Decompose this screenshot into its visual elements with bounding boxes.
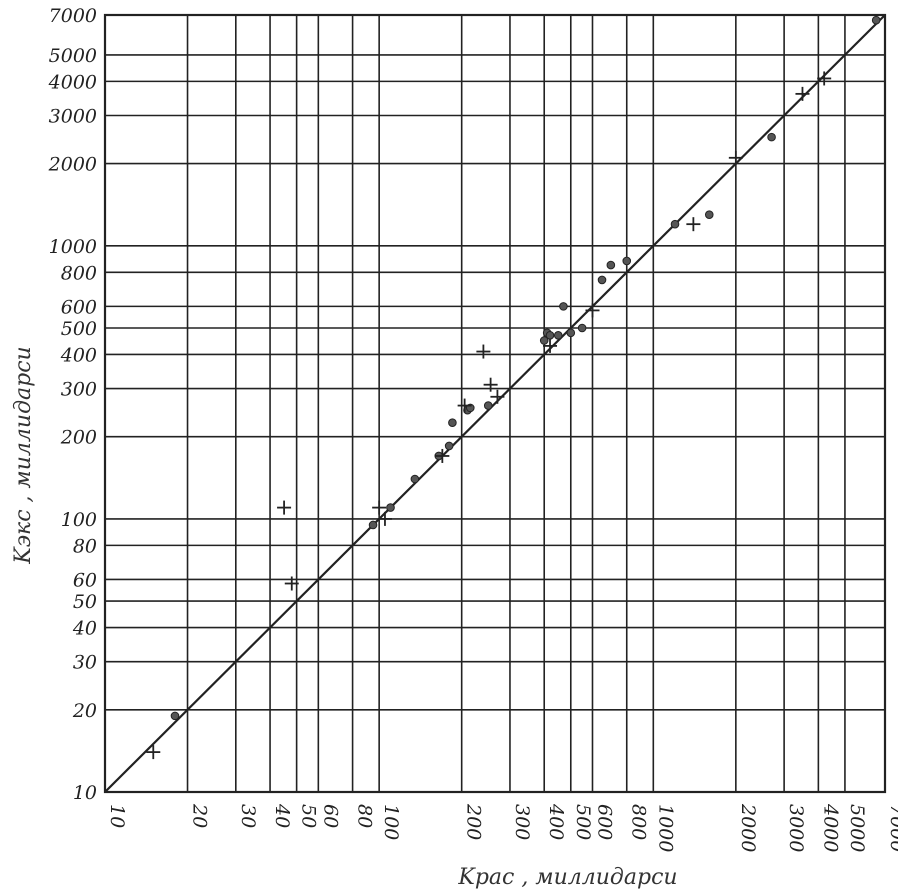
data-point-circle	[448, 418, 457, 428]
data-point-cross	[435, 448, 450, 463]
data-point-circle	[539, 336, 549, 345]
y-tick-label: 600	[61, 296, 97, 318]
x-tick-label: 7000	[886, 804, 898, 852]
x-axis-title: Kрас , миллидарси	[457, 865, 677, 890]
x-tick-label: 4000	[819, 803, 841, 852]
x-tick-label: 30	[237, 804, 259, 828]
y-tick-label: 300	[61, 379, 97, 401]
y-tick-label: 30	[73, 652, 97, 674]
y-tick-label: 60	[73, 569, 97, 591]
data-point-cross	[490, 389, 505, 404]
y-tick-label: 1000	[49, 236, 97, 258]
data-point-circle	[444, 441, 454, 451]
data-point-circle	[410, 474, 420, 484]
x-tick-label: 3000	[785, 804, 807, 852]
x-tick-label: 600	[593, 804, 615, 840]
y-tick-label: 50	[73, 591, 97, 613]
x-tick-label: 1000	[654, 804, 676, 852]
x-tick-label: 40	[271, 803, 293, 828]
data-point-cross	[284, 576, 299, 591]
x-tick-label: 500	[572, 804, 594, 840]
data-point-circle	[559, 302, 568, 311]
y-tick-label: 200	[60, 427, 97, 449]
data-point-cross	[686, 217, 701, 232]
x-tick-label: 80	[354, 804, 376, 828]
x-tick-label: 400	[545, 803, 567, 840]
y-tick-label: 400	[60, 344, 97, 366]
data-point-circle	[566, 328, 576, 338]
y-tick-label: 20	[72, 700, 97, 722]
data-point-circle	[553, 331, 563, 340]
data-point-circle	[368, 520, 378, 530]
y-tick-label: 80	[73, 535, 97, 557]
y-tick-label: 800	[61, 262, 97, 284]
x-tick-label: 10	[106, 804, 128, 828]
data-point-cross	[277, 500, 292, 515]
data-point-circle	[170, 711, 180, 721]
data-point-cross	[585, 303, 600, 318]
data-point-cross	[817, 71, 832, 86]
y-tick-label: 7000	[49, 5, 97, 27]
reference-line	[104, 14, 886, 793]
data-point-circle	[767, 132, 776, 142]
y-tick-label: 40	[72, 618, 97, 640]
x-tick-label: 5000	[846, 804, 868, 852]
x-tick-label: 300	[511, 804, 533, 840]
data-point-cross	[476, 344, 491, 359]
y-tick-label: 100	[61, 509, 97, 531]
x-tick-label: 50	[298, 804, 320, 828]
x-tick-label: 200	[463, 803, 485, 840]
data-point-circle	[483, 401, 493, 410]
grid	[103, 13, 887, 794]
x-tick-label: 100	[380, 804, 402, 840]
data-point-cross	[728, 150, 743, 165]
data-point-cross	[457, 398, 472, 413]
data-point-circle	[622, 256, 632, 266]
y-tick-label: 10	[73, 782, 97, 804]
y-axis-title: Kэкс , миллидарси	[11, 346, 36, 564]
data-point-cross	[377, 511, 392, 526]
data-point-cross	[795, 86, 810, 101]
data-point-circle	[871, 15, 881, 25]
x-tick-label: 20	[189, 803, 211, 828]
data-point-circle	[704, 210, 714, 219]
data-point-circle	[386, 503, 395, 512]
data-point-cross	[483, 377, 498, 392]
data-point-circle	[545, 331, 555, 340]
y-tick-label: 5000	[49, 45, 97, 67]
x-tick-label: 60	[319, 804, 341, 828]
data-point-cross	[146, 745, 161, 760]
data-point-circle	[606, 260, 616, 270]
data-point-cross	[372, 500, 387, 515]
y-tick-label: 4000	[48, 71, 97, 93]
x-tick-labels: 10 20 30 40 50 60 80 100 200 300 400 500 600 800 1000 2…	[106, 803, 898, 852]
data-points	[146, 15, 881, 760]
data-point-cross	[543, 338, 558, 353]
data-point-circle	[597, 275, 607, 285]
data-point-circle	[577, 323, 587, 333]
y-tick-label: 500	[61, 318, 97, 340]
data-point-circle	[670, 219, 680, 229]
y-tick-label: 3000	[49, 105, 97, 127]
x-tick-label: 2000	[737, 803, 759, 852]
x-tick-label: 800	[628, 804, 650, 840]
y-tick-label: 2000	[48, 154, 97, 176]
